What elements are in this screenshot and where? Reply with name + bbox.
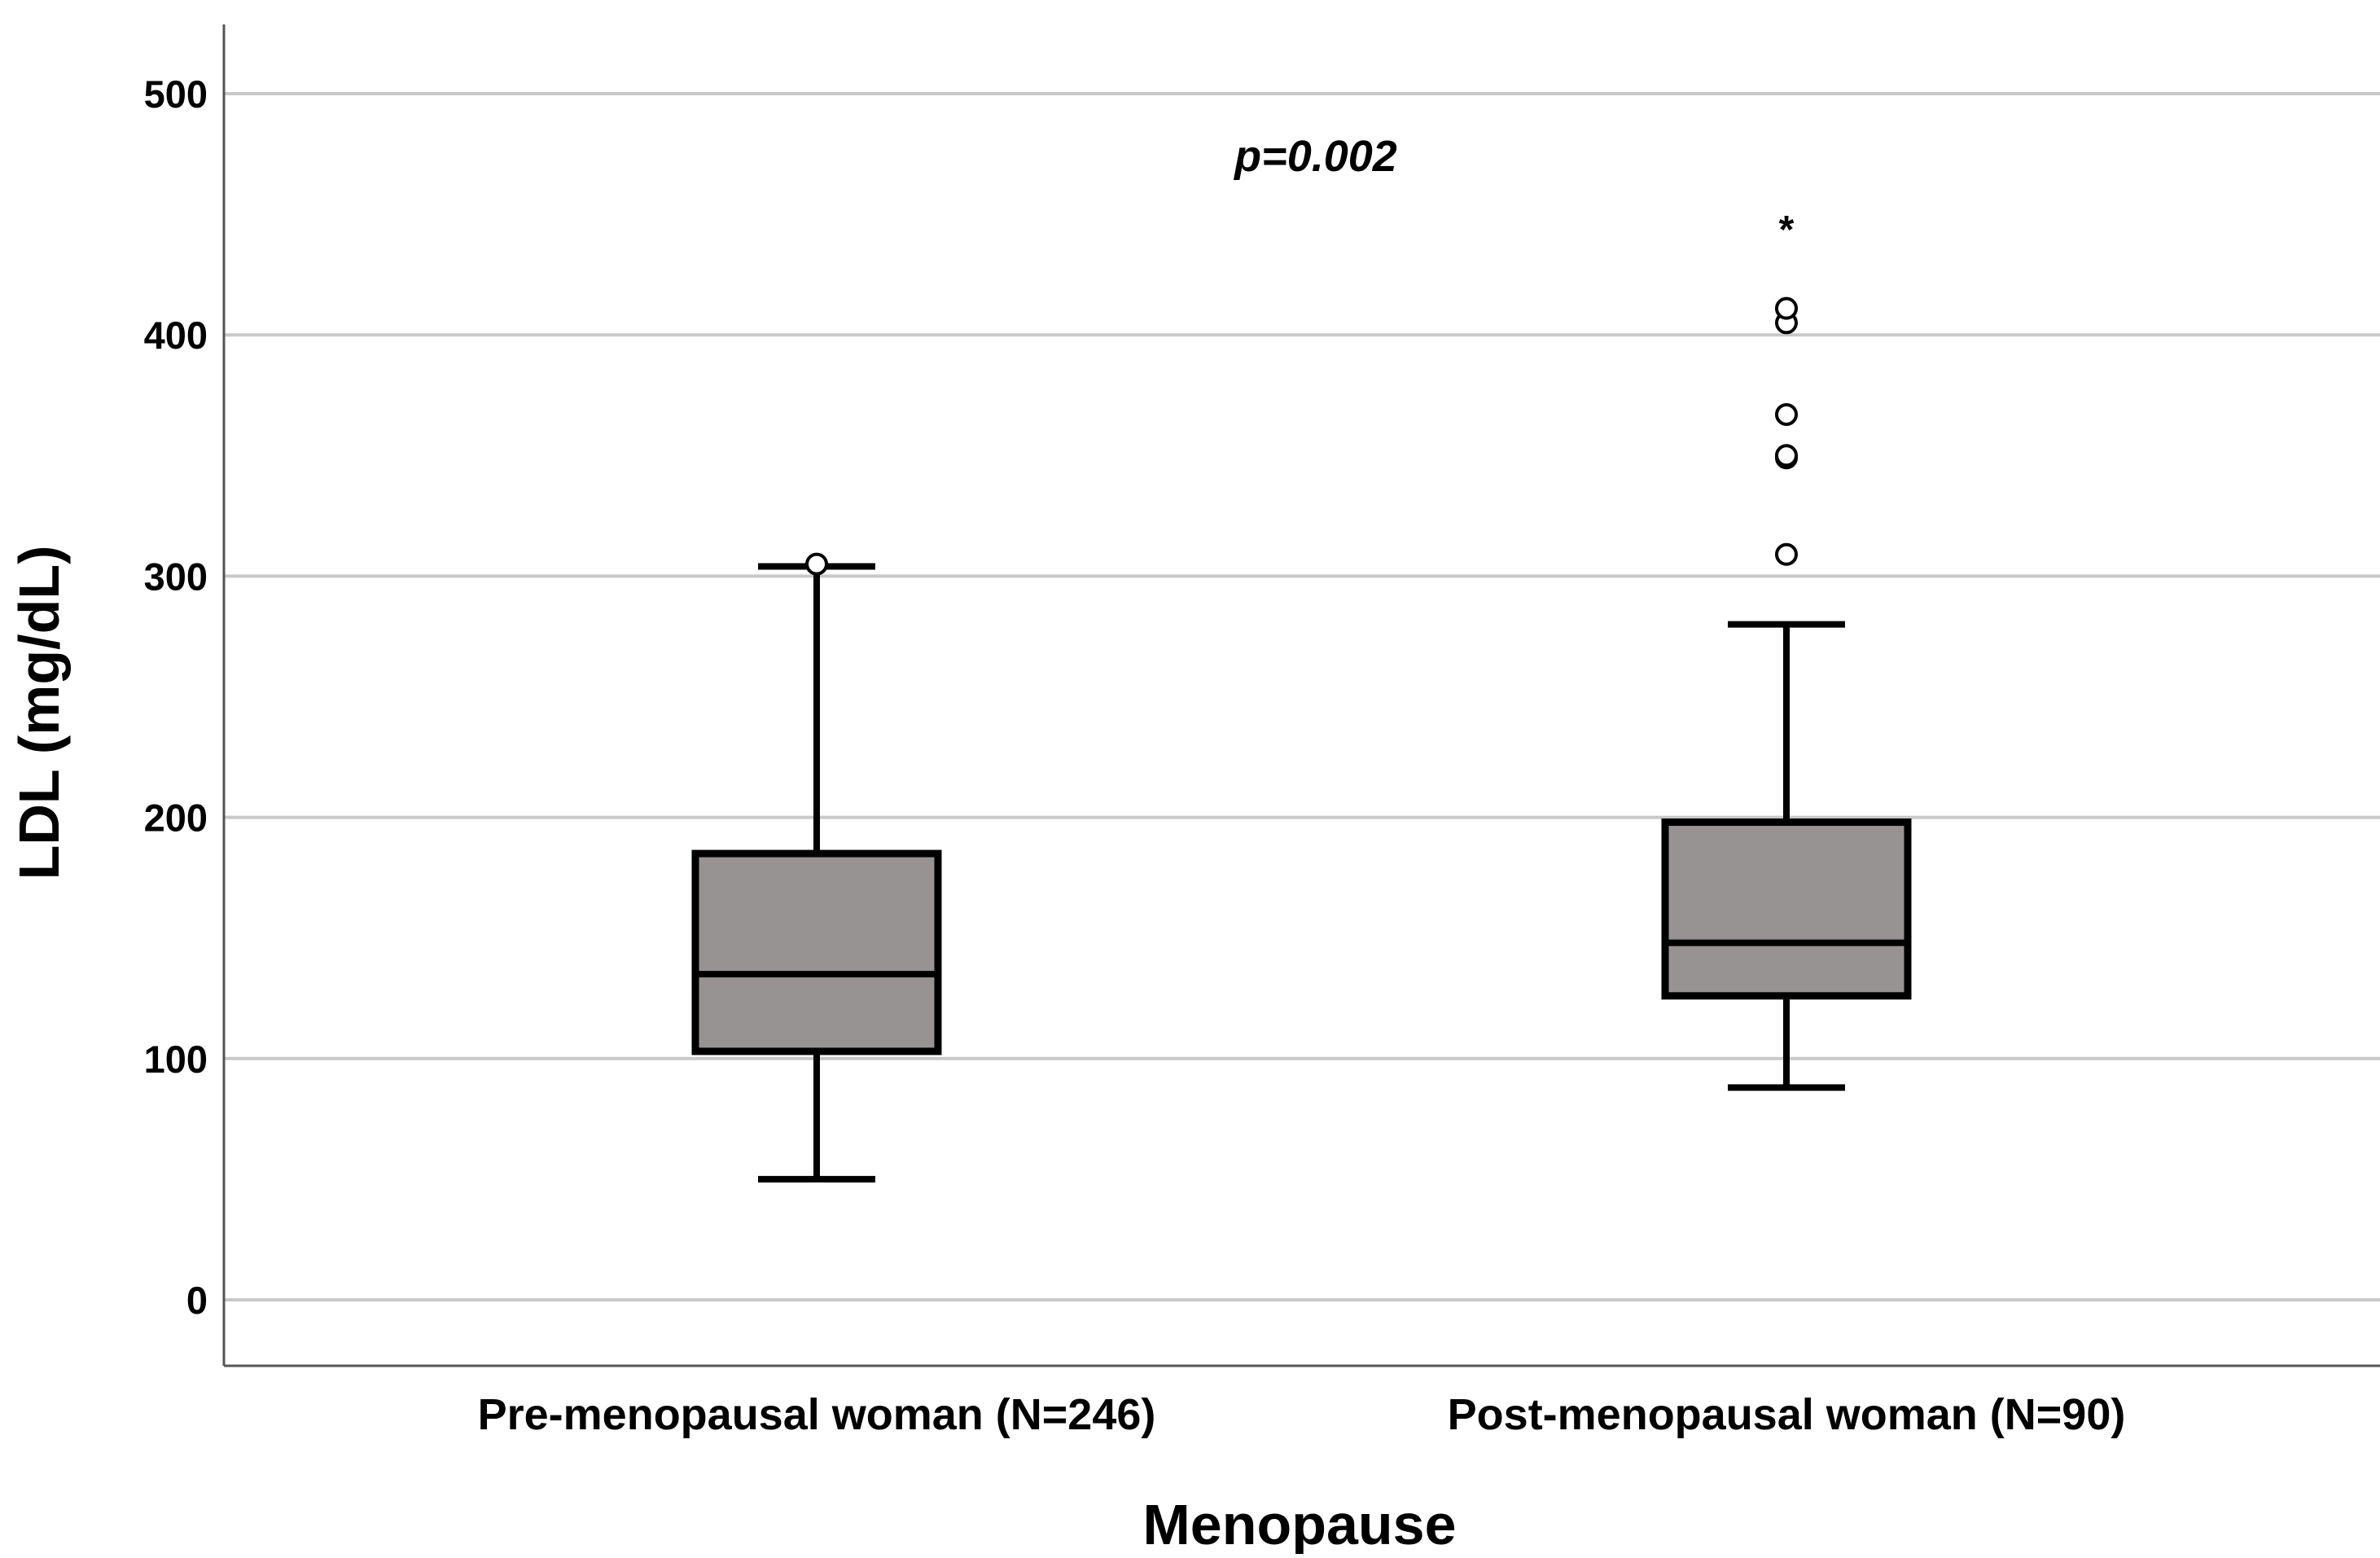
outlier-point-2-6 (1775, 296, 1798, 320)
boxes: * (691, 208, 1912, 1183)
box-group-2: * (1661, 208, 1912, 1091)
y-tick-label-400: 400 (144, 314, 208, 357)
box-group-1 (691, 552, 942, 1183)
x-category-label-2: Post-menopausal woman (N=90) (1448, 1390, 2126, 1439)
outlier-point-2-4 (1775, 402, 1798, 426)
p-value-annotation: p=0.002 (1233, 132, 1397, 181)
axes (222, 24, 2380, 1367)
labels: LDL (mg/dL) Menopause p=0.002 0 100 200 300… (7, 72, 2126, 1556)
y-tick-label-100: 100 (144, 1038, 208, 1081)
outlier-point-1-1 (805, 552, 828, 576)
x-category-label-1: Pre-menopausal woman (N=246) (478, 1390, 1156, 1439)
grid-lines (224, 92, 2380, 1301)
x-axis-title: Menopause (1142, 1493, 1456, 1554)
extreme-point-2-1: * (1779, 208, 1795, 252)
outlier-point-2-1 (1775, 542, 1798, 566)
iqr-box-2 (1661, 818, 1912, 1000)
iqr-box-1 (691, 849, 942, 1055)
y-axis-title: LDL (mg/dL) (7, 546, 71, 880)
y-tick-label-0: 0 (186, 1279, 208, 1322)
y-tick-label-200: 200 (144, 797, 208, 840)
y-tick-label-300: 300 (144, 555, 208, 598)
y-tick-label-500: 500 (144, 72, 208, 116)
outlier-point-2-3 (1775, 444, 1798, 467)
